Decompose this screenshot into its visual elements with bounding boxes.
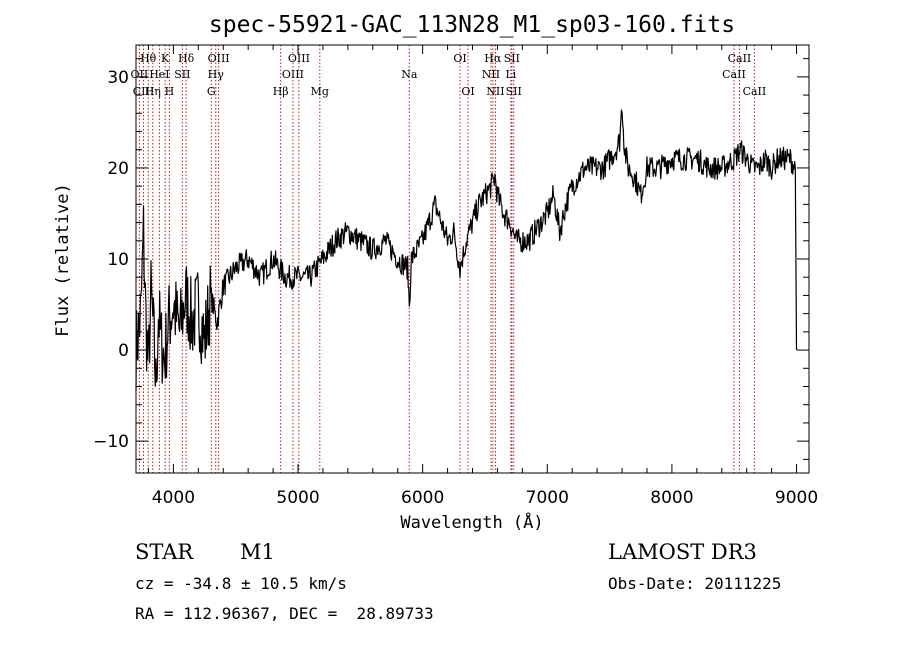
spectrum-line xyxy=(135,109,798,392)
line-marker-label: OIII xyxy=(282,68,304,81)
y-tick-label: −10 xyxy=(93,432,129,452)
line-marker-label: Na xyxy=(401,68,418,81)
line-marker-label: Hα xyxy=(484,52,502,65)
x-tick-label: 8000 xyxy=(650,488,693,508)
x-tick-label: 5000 xyxy=(276,488,319,508)
line-marker-label: CaII xyxy=(743,85,767,98)
line-marker-label: NII xyxy=(482,68,500,81)
line-marker-label: OIII xyxy=(288,52,310,65)
x-tick-label: 6000 xyxy=(401,488,444,508)
coordinates-readout: RA = 112.96367, DEC = 28.89733 xyxy=(135,604,434,623)
y-axis-label: Flux (relative) xyxy=(53,183,73,337)
line-marker-label: G xyxy=(207,85,216,98)
observation-date: Obs-Date: 20111225 xyxy=(608,574,782,593)
y-tick-label: 10 xyxy=(107,250,129,270)
line-marker-label: Mg xyxy=(311,85,329,98)
line-marker-label: Hδ xyxy=(178,52,195,65)
line-marker-label: SII xyxy=(174,68,190,81)
line-marker-label: OI xyxy=(453,52,466,65)
y-tick-label: 0 xyxy=(118,341,129,361)
line-marker-label: OII xyxy=(131,68,149,81)
x-axis-ticks: 4000 5000 6000 7000 8000 9000 xyxy=(147,45,818,508)
line-marker-label: SII xyxy=(506,85,522,98)
line-marker-label: CaII xyxy=(728,52,752,65)
line-marker-label: Hθ xyxy=(140,52,157,65)
x-tick-label: 4000 xyxy=(152,488,195,508)
line-marker-label: Hβ xyxy=(273,85,289,98)
line-marker-label: CaII xyxy=(722,68,746,81)
line-marker-label: OI xyxy=(461,85,474,98)
line-marker-label: NII xyxy=(486,85,504,98)
plot-frame xyxy=(135,44,810,474)
y-tick-label: 20 xyxy=(107,159,129,179)
x-axis-label: Wavelength (Å) xyxy=(400,511,543,533)
line-marker-label: H xyxy=(165,85,175,98)
line-marker-label: OIII xyxy=(208,52,230,65)
spectral-subclass: M1 xyxy=(240,540,275,564)
line-marker-label: HeI xyxy=(149,68,169,81)
emission-line-markers xyxy=(138,45,755,473)
spectral-class: STAR xyxy=(135,540,194,564)
redshift-readout: cz = -34.8 ± 10.5 km/s xyxy=(135,574,347,593)
line-marker-label: SII xyxy=(504,52,520,65)
x-tick-label: 9000 xyxy=(775,488,818,508)
survey-name: LAMOST DR3 xyxy=(608,540,757,564)
chart-title: spec-55921-GAC_113N28_M1_sp03-160.fits xyxy=(209,12,735,38)
line-marker-label: Hη xyxy=(145,85,161,98)
line-marker-label: K xyxy=(161,52,170,65)
line-marker-label: Hγ xyxy=(208,68,225,81)
y-axis-ticks: −10 0 10 20 30 xyxy=(93,58,809,460)
x-tick-label: 7000 xyxy=(526,488,569,508)
line-marker-label: Li xyxy=(505,68,516,81)
y-tick-label: 30 xyxy=(107,68,129,88)
